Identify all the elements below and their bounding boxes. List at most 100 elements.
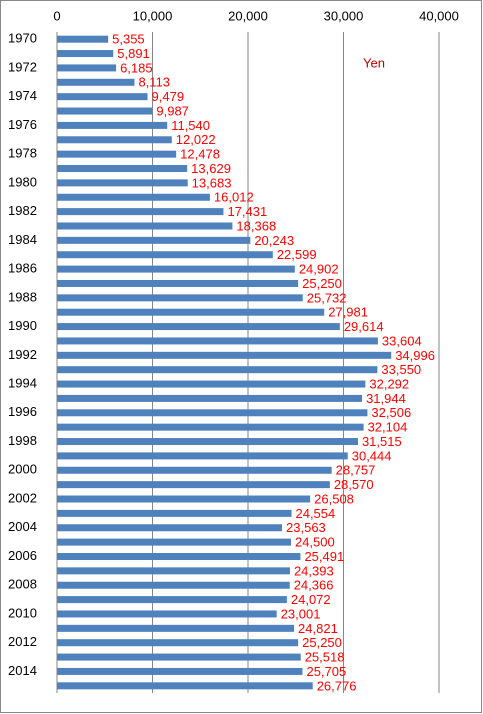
data-label: 13,683 <box>192 175 232 190</box>
bar <box>57 236 251 244</box>
bar <box>57 208 224 216</box>
data-label: 25,705 <box>306 664 346 679</box>
bar <box>57 495 311 503</box>
y-tick-label: 1992 <box>8 347 37 362</box>
bar <box>57 581 290 589</box>
y-tick-label: 1976 <box>8 117 37 132</box>
bar <box>57 279 299 287</box>
data-label: 32,506 <box>371 405 411 420</box>
x-tick-label: 10,000 <box>133 8 173 23</box>
data-label: 24,821 <box>298 621 338 636</box>
bar <box>57 150 177 158</box>
bar <box>57 624 295 632</box>
data-label: 26,776 <box>317 678 357 693</box>
y-tick-label: 1998 <box>8 433 37 448</box>
bar <box>57 610 277 618</box>
bar <box>57 409 368 417</box>
bar <box>57 64 117 72</box>
data-label: 25,250 <box>302 276 342 291</box>
bar <box>57 165 188 173</box>
y-tick-label: 2008 <box>8 577 37 592</box>
data-label: 6,185 <box>120 60 153 75</box>
bar <box>57 107 153 115</box>
data-label: 31,515 <box>362 434 402 449</box>
data-label: 30,444 <box>352 448 392 463</box>
y-tick-label: 1994 <box>8 375 37 390</box>
data-label: 23,563 <box>286 520 326 535</box>
data-label: 12,022 <box>176 132 216 147</box>
data-label: 27,981 <box>328 305 368 320</box>
data-label: 25,732 <box>307 290 347 305</box>
bar <box>57 682 313 690</box>
x-tick-label: 40,000 <box>419 8 459 23</box>
bar <box>57 308 325 316</box>
bar <box>57 121 168 129</box>
data-label: 24,902 <box>299 262 339 277</box>
bar <box>57 653 301 661</box>
data-label: 9,987 <box>156 103 189 118</box>
data-label: 25,250 <box>302 635 342 650</box>
y-tick-label: 1972 <box>8 59 37 74</box>
data-label: 28,757 <box>336 463 376 478</box>
y-tick-label: 1990 <box>8 318 37 333</box>
data-label: 33,550 <box>381 362 421 377</box>
data-label: 5,355 <box>112 32 145 47</box>
data-label: 28,570 <box>334 477 374 492</box>
y-tick-label: 2014 <box>8 663 37 678</box>
bar <box>57 466 332 474</box>
bar <box>57 222 233 230</box>
x-tick-label: 20,000 <box>228 8 268 23</box>
bar <box>57 639 299 647</box>
bar <box>57 337 378 345</box>
bar <box>57 136 172 144</box>
bar <box>57 423 364 431</box>
data-label: 13,629 <box>191 161 231 176</box>
bar <box>57 251 273 259</box>
bar <box>57 509 292 517</box>
data-label: 24,554 <box>295 506 335 521</box>
unit-annotation: Yen <box>363 55 385 70</box>
bar <box>57 351 392 359</box>
data-label: 24,366 <box>294 578 334 593</box>
data-label: 16,012 <box>214 190 254 205</box>
data-label: 18,368 <box>236 218 276 233</box>
bar <box>57 35 109 43</box>
y-tick-label: 2006 <box>8 548 37 563</box>
x-tick-label: 30,000 <box>324 8 364 23</box>
data-label: 12,478 <box>180 147 220 162</box>
y-tick-label: 1974 <box>8 88 37 103</box>
bar <box>57 193 210 201</box>
bar <box>57 93 148 101</box>
data-label: 23,001 <box>281 606 321 621</box>
bar <box>57 452 348 460</box>
bar <box>57 78 135 86</box>
data-label: 33,604 <box>382 333 422 348</box>
bar <box>57 179 188 187</box>
y-tick-label: 1996 <box>8 404 37 419</box>
data-label: 31,944 <box>366 391 406 406</box>
y-tick-label: 2010 <box>8 605 37 620</box>
data-label: 34,996 <box>395 348 435 363</box>
bar <box>57 538 291 546</box>
bar <box>57 323 340 331</box>
y-tick-label: 1986 <box>8 261 37 276</box>
data-label: 32,104 <box>368 420 408 435</box>
bar <box>57 567 290 575</box>
data-label: 24,500 <box>295 535 335 550</box>
data-label: 20,243 <box>254 233 294 248</box>
data-label: 32,292 <box>369 376 409 391</box>
data-label: 9,479 <box>152 89 185 104</box>
y-tick-label: 2002 <box>8 490 37 505</box>
data-label: 29,614 <box>344 319 384 334</box>
bar <box>57 366 378 374</box>
data-label: 5,891 <box>117 46 150 61</box>
bar <box>57 294 303 302</box>
data-label: 24,393 <box>294 563 334 578</box>
bar <box>57 667 303 675</box>
y-tick-label: 2000 <box>8 462 37 477</box>
data-label: 25,491 <box>304 549 344 564</box>
data-label: 8,113 <box>138 75 170 90</box>
y-tick-label: 1988 <box>8 289 37 304</box>
x-tick-label: 0 <box>53 8 60 23</box>
